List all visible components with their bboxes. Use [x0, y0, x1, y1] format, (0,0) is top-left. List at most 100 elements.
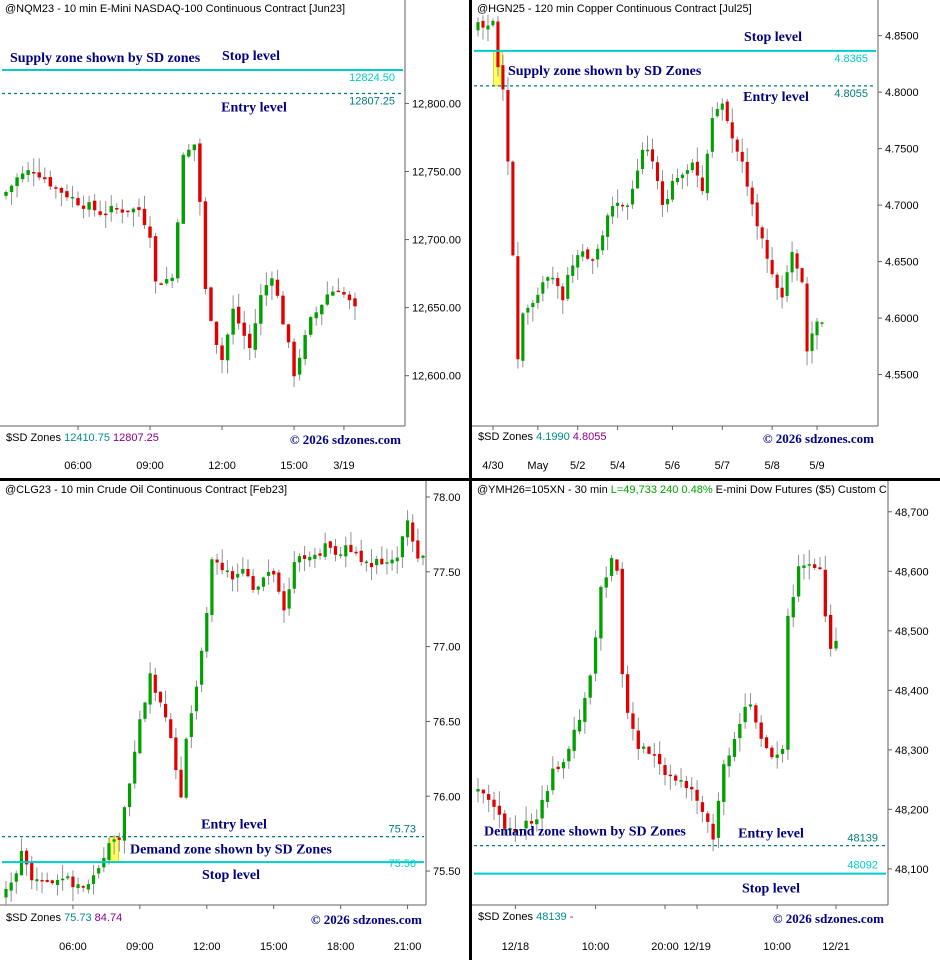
chart-panel-4[interactable]: 48,700 48,600 48,500 48,400 48,300 48,200 48,1… — [472, 481, 929, 953]
time-tick-label: 15:00 — [280, 460, 308, 472]
candle-down — [220, 562, 224, 571]
candle-down — [668, 774, 673, 777]
price-tick-label: 48,300 — [895, 745, 929, 757]
stop-level-label: Stop level — [744, 30, 802, 45]
candle-up — [225, 334, 230, 361]
candle-down — [818, 567, 822, 570]
candle-up — [323, 543, 327, 557]
candle-up — [476, 22, 480, 31]
candle-up — [297, 556, 302, 563]
candle-down — [277, 572, 281, 592]
price-tick-label: 4.8000 — [885, 87, 919, 99]
candle-down — [503, 813, 507, 829]
price-tick-label: 48,400 — [895, 685, 929, 697]
candle-up — [680, 174, 684, 179]
candle-up — [261, 577, 266, 587]
indicator-legend: $SD Zones 48139 - — [478, 911, 574, 923]
candle-down — [103, 213, 108, 216]
plot-area[interactable] — [472, 481, 888, 905]
chart-title-part: E-mini Dow Futures ($5) Custom C — [713, 484, 887, 496]
candle-up — [732, 739, 737, 757]
candle-down — [369, 562, 374, 568]
time-tick-label: 12/19 — [683, 941, 711, 953]
candle-up — [390, 559, 394, 564]
candle-down — [203, 201, 208, 290]
candle-up — [241, 568, 245, 574]
candle-down — [800, 268, 804, 283]
candle-down — [759, 722, 763, 739]
candle-up — [675, 177, 679, 183]
candle-up — [546, 277, 550, 281]
candle-down — [115, 208, 119, 210]
zone-label: Supply zone shown by SD zones — [10, 51, 201, 66]
candle-up — [616, 202, 620, 206]
candle-down — [98, 211, 102, 215]
candle-down — [246, 569, 250, 577]
candle-down — [209, 287, 213, 321]
candle-up — [748, 704, 753, 707]
candle-up — [91, 875, 96, 884]
indicator-name: $SD Zones — [6, 432, 62, 444]
candle-down — [248, 333, 252, 349]
price-tick-label: 48,200 — [895, 804, 929, 816]
candle-up — [685, 170, 689, 174]
price-tick-label: 12,700.00 — [412, 235, 461, 247]
zone-label: Supply zone shown by SD Zones — [508, 64, 702, 79]
candle-up — [491, 20, 495, 26]
candle-down — [158, 691, 163, 703]
chart-panel-3[interactable]: 78.00 77.50 77.00 76.50 76.00 75.50 06:00 09:00… — [0, 481, 461, 953]
candle-down — [561, 286, 565, 301]
plot-area[interactable] — [472, 0, 878, 426]
candle-down — [81, 205, 86, 209]
candle-up — [551, 768, 555, 791]
chart-panel-2[interactable]: 4.8500 4.8000 4.7500 4.7000 4.6500 4.6000 4.55… — [472, 0, 919, 472]
candle-down — [230, 571, 235, 580]
candle-down — [242, 322, 246, 336]
candle-up — [606, 215, 610, 237]
price-tick-label: 77.50 — [433, 567, 461, 579]
candle-up — [308, 556, 312, 561]
candle-up — [486, 25, 490, 30]
candle-down — [501, 65, 505, 90]
entry-level-label: Entry level — [743, 90, 809, 105]
candle-down — [764, 737, 769, 749]
candle-up — [834, 640, 838, 649]
candle-down — [318, 553, 322, 556]
candle-up — [325, 294, 330, 305]
stop-level-label: Stop level — [222, 49, 280, 64]
candle-down — [198, 143, 202, 202]
candle-up — [259, 295, 263, 324]
candle-up — [148, 673, 152, 705]
candle-down — [272, 570, 276, 575]
candle-down — [805, 283, 809, 352]
candle-down — [220, 345, 224, 360]
candle-up — [313, 554, 317, 560]
candle-down — [137, 207, 141, 211]
candle-down — [163, 703, 168, 718]
candle-down — [214, 321, 219, 345]
candle-up — [192, 144, 197, 151]
candle-down — [45, 879, 49, 883]
candle-down — [328, 541, 332, 548]
time-tick-label: 5/6 — [665, 460, 680, 472]
candle-up — [97, 868, 101, 874]
candle-up — [9, 185, 14, 192]
candle-up — [596, 248, 600, 260]
chart-panel-1[interactable]: 12,800.00 12,750.00 12,700.00 12,650.00 12,6… — [0, 0, 461, 472]
candle-up — [200, 650, 204, 685]
price-tick-label: 48,700 — [895, 507, 929, 519]
candle-up — [551, 277, 555, 280]
zone-label: Demand zone shown by SD Zones — [130, 843, 332, 858]
candle-down — [795, 253, 799, 269]
candle-up — [690, 162, 694, 171]
price-tick-label: 4.5500 — [885, 370, 919, 382]
candle-down — [286, 324, 291, 343]
candle-up — [807, 564, 811, 566]
plot-area[interactable] — [0, 481, 426, 905]
candle-down — [506, 90, 510, 162]
candle-up — [508, 827, 512, 831]
candle-up — [112, 839, 116, 842]
candle-down — [148, 226, 152, 238]
candle-up — [540, 799, 544, 819]
